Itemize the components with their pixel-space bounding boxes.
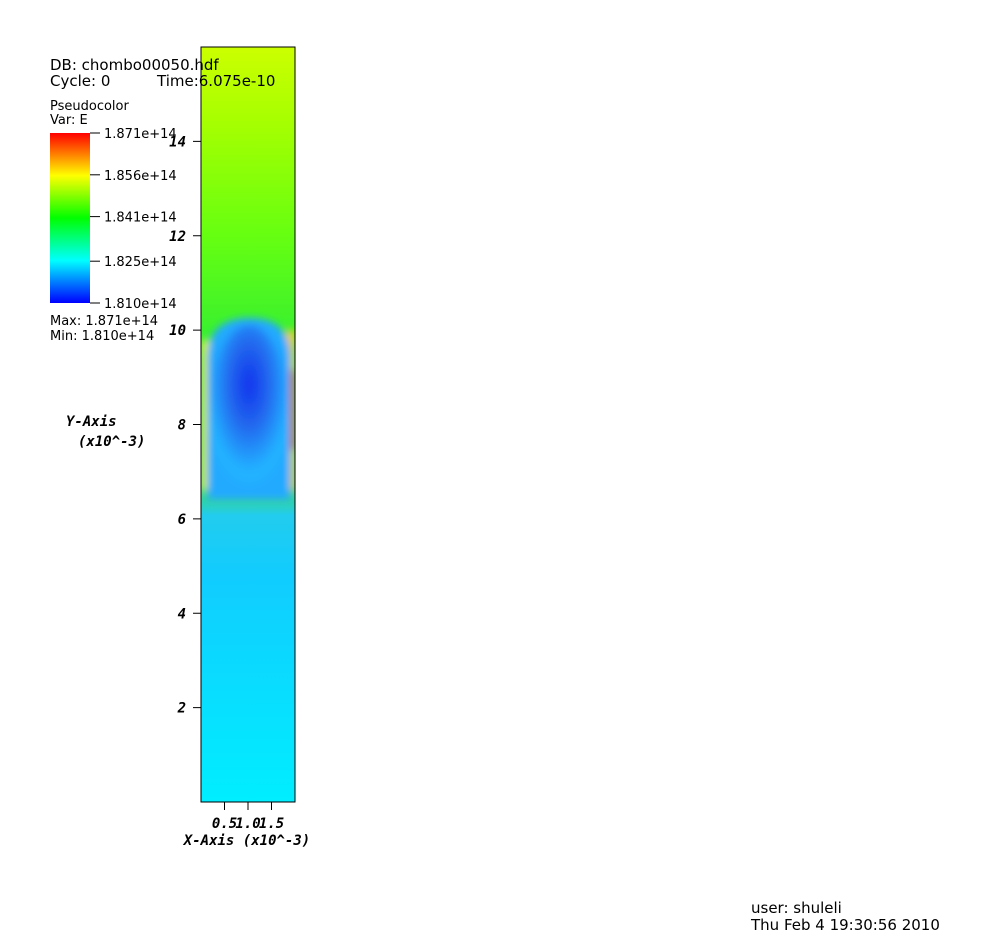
y-tick-label: 4: [178, 606, 186, 622]
y-tick-label: 8: [178, 418, 186, 434]
colorbar-tick-label: 1.871e+14: [104, 127, 177, 142]
x-axis-label: X-Axis (x10^-3): [183, 833, 310, 849]
y-axis-units: (x10^-3): [78, 434, 145, 450]
x-tick-label: 1.0: [235, 816, 260, 832]
y-tick-label: 12: [169, 229, 186, 245]
colorbar-tick-label: 1.810e+14: [104, 297, 177, 312]
variable: Var: E: [50, 113, 88, 128]
y-tick-label: 2: [177, 701, 186, 717]
user: user: shuleli: [751, 899, 842, 917]
date: Thu Feb 4 19:30:56 2010: [750, 916, 940, 934]
field: [201, 47, 295, 802]
colorbar-tick-label: 1.841e+14: [104, 211, 177, 226]
max-text: Max: 1.871e+14: [50, 314, 158, 329]
min-text: Min: 1.810e+14: [50, 329, 154, 344]
colorbar-tick-label: 1.856e+14: [104, 169, 177, 184]
y-axis-label: Y-Axis: [66, 414, 117, 430]
x-tick-label: 0.5: [212, 816, 237, 832]
x-tick-label: 1.5: [259, 816, 284, 832]
db-name: DB: chombo00050.hdf: [50, 56, 219, 74]
plot-name: Pseudocolor: [50, 99, 129, 114]
colorbar: [50, 133, 90, 303]
colorbar-tick-label: 1.825e+14: [104, 255, 177, 270]
y-tick-label: 10: [169, 323, 186, 339]
cycle: Cycle: 0: [50, 72, 110, 90]
time: Time:6.075e-10: [156, 72, 275, 90]
y-tick-label: 14: [169, 134, 186, 150]
y-tick-label: 6: [178, 512, 186, 528]
